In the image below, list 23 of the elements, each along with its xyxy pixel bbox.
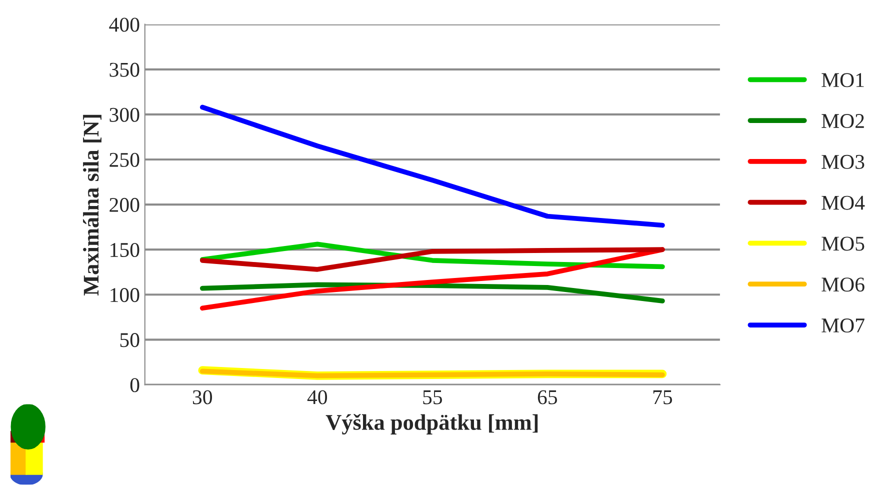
y-tick-label: 400	[109, 18, 140, 32]
y-tick-label: 100	[110, 288, 140, 302]
x-axis-title: Výška podpätku [mm]	[326, 414, 538, 435]
y-tick-label: 300	[110, 108, 140, 122]
legend-label: MO6	[822, 278, 864, 292]
x-tick-label: 65	[538, 390, 558, 404]
y-tick-label: 200	[110, 198, 140, 212]
y-axis-title: Maximálna sila [N]	[83, 114, 102, 296]
y-tick-label: 150	[110, 242, 140, 258]
x-tick-label: 75	[653, 390, 672, 404]
y-tick-label: 350	[110, 62, 140, 77]
legend-label: MO7	[822, 318, 864, 333]
x-tick-label: 55	[423, 390, 442, 404]
legend-label: MO4	[822, 196, 865, 210]
y-tick-label: 50	[120, 333, 140, 348]
legend-label: MO3	[822, 154, 864, 169]
x-tick-label: 40	[307, 390, 328, 404]
y-tick-label: 0	[130, 378, 140, 392]
legend-label: MO2	[822, 114, 864, 128]
legend-label: MO1	[822, 73, 864, 88]
x-tick-label: 30	[192, 390, 212, 404]
legend-label: MO5	[822, 236, 864, 251]
y-tick-label: 250	[110, 152, 140, 167]
